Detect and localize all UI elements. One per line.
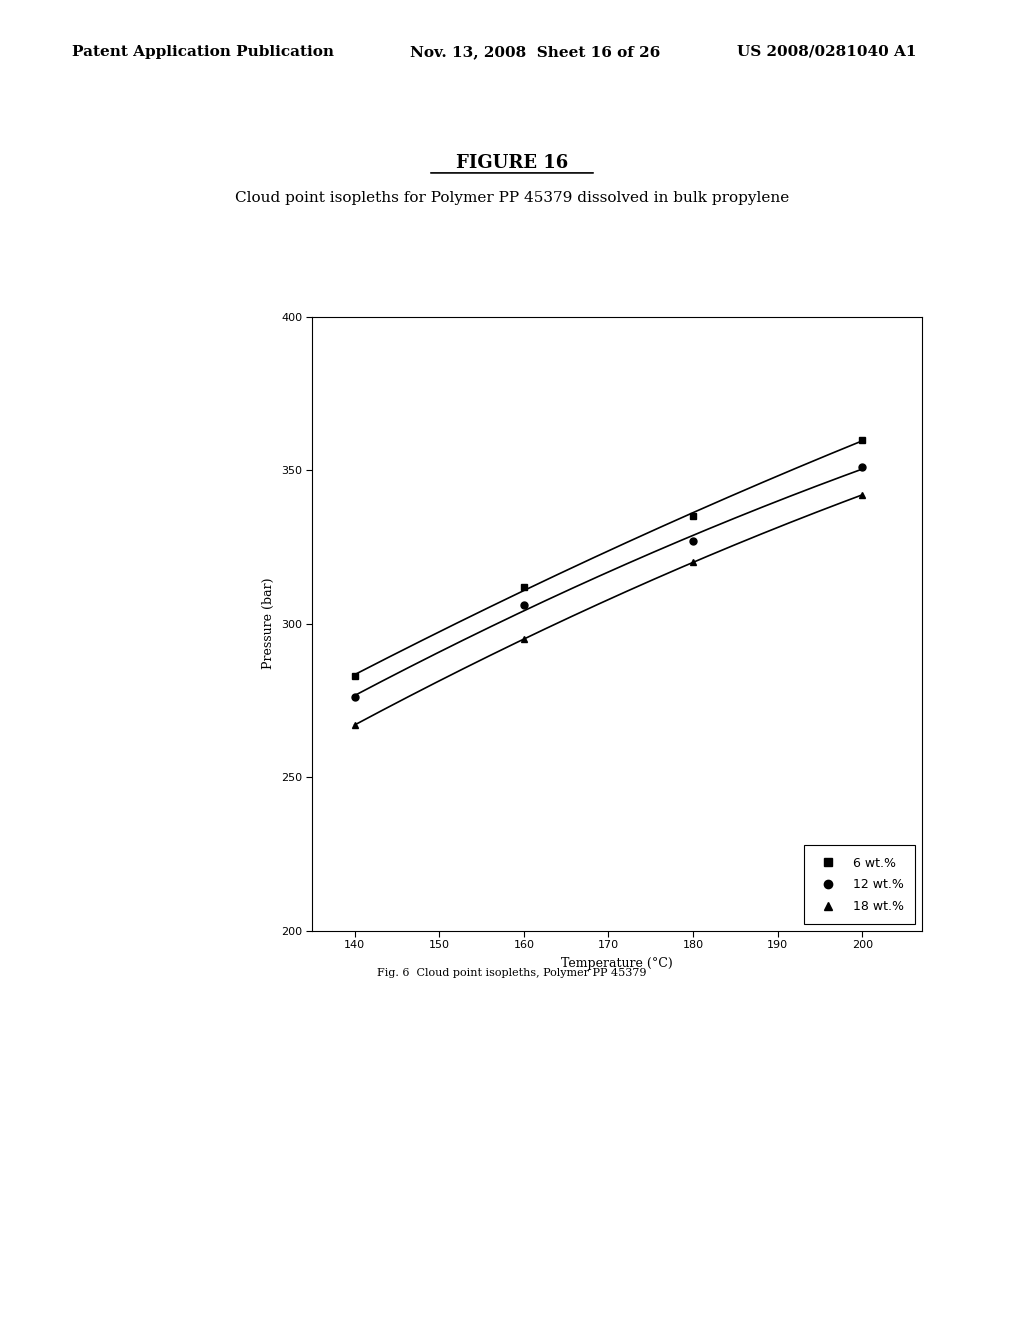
Text: Nov. 13, 2008  Sheet 16 of 26: Nov. 13, 2008 Sheet 16 of 26 xyxy=(410,45,659,59)
Text: FIGURE 16: FIGURE 16 xyxy=(456,154,568,173)
Text: US 2008/0281040 A1: US 2008/0281040 A1 xyxy=(737,45,916,59)
X-axis label: Temperature (°C): Temperature (°C) xyxy=(561,957,673,970)
Legend: 6 wt.%, 12 wt.%, 18 wt.%: 6 wt.%, 12 wt.%, 18 wt.% xyxy=(804,845,915,924)
Text: Cloud point isopleths for Polymer PP 45379 dissolved in bulk propylene: Cloud point isopleths for Polymer PP 453… xyxy=(234,191,790,206)
Text: Patent Application Publication: Patent Application Publication xyxy=(72,45,334,59)
Text: Fig. 6  Cloud point isopleths, Polymer PP 45379: Fig. 6 Cloud point isopleths, Polymer PP… xyxy=(377,968,647,978)
Y-axis label: Pressure (bar): Pressure (bar) xyxy=(261,578,274,669)
